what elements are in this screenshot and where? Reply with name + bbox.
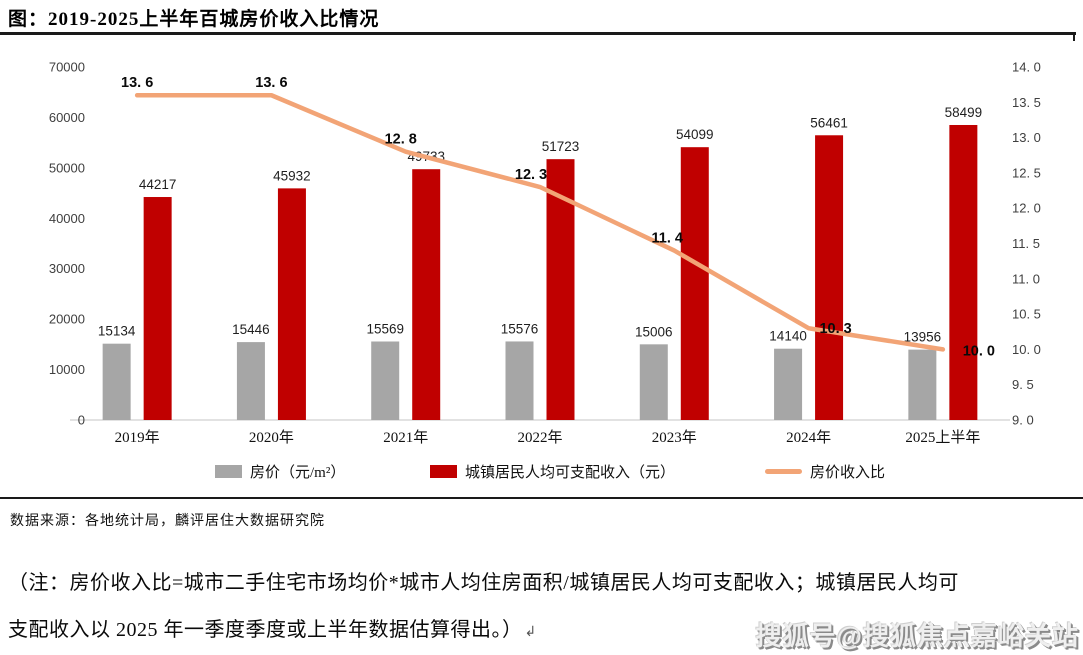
bar-value-label: 15134: [98, 324, 136, 339]
right-axis-tick: 12. 5: [1012, 165, 1041, 180]
bar-value-label: 58499: [945, 105, 983, 120]
bar-income: [680, 147, 709, 421]
x-axis-category-label: 2023年: [652, 429, 697, 446]
ratio-line: [134, 92, 946, 352]
legend-label-income: 城镇居民人均可支配收入（元）: [465, 464, 676, 481]
bar-house-price: [774, 348, 803, 420]
footnote: （注：房价收入比=城市二手住宅市场均价*城市人均住房面积/城镇居民人均可支配收入…: [8, 560, 1083, 655]
x-axis-category-label: 2019年: [115, 429, 160, 446]
bar-value-label: 13956: [904, 330, 942, 345]
legend-swatch-income: [430, 464, 457, 478]
bar-value-label: 15569: [366, 321, 404, 336]
bar-value-label: 54099: [676, 127, 714, 142]
bar-income: [277, 188, 306, 420]
title-divider: [0, 32, 1076, 35]
right-axis-tick: 12. 0: [1012, 201, 1041, 216]
x-axis-category-label: 2024年: [786, 429, 831, 446]
bar-value-label: 15446: [232, 322, 270, 337]
bar-income: [815, 135, 844, 420]
left-axis-tick: 60000: [49, 110, 85, 125]
line-point-label: 13. 6: [255, 75, 287, 91]
bar-value-label: 51723: [542, 139, 580, 154]
left-axis-tick: 70000: [49, 60, 85, 75]
footnote-line2: 支配收入以 2025 年一季度季度或上半年数据估算得出。）: [8, 619, 523, 641]
bar-value-label: 15006: [635, 324, 673, 339]
chart-area: 70000 60000 50000 40000 30000 20000 10000 0 14. …: [49, 60, 1041, 447]
right-axis-tick: 9. 0: [1012, 413, 1034, 428]
bar-house-price: [908, 349, 937, 420]
bar-house-price: [236, 342, 265, 420]
bar-income: [412, 169, 441, 420]
bar-value-label: 56461: [810, 115, 848, 130]
x-axis-category-label: 2020年: [249, 429, 294, 446]
chart-title: 图：2019-2025上半年百城房价收入比情况: [8, 9, 380, 30]
title-divider-corner-tick: [1073, 33, 1075, 41]
right-axis-tick: 10. 0: [1012, 342, 1041, 357]
footnote-line1: （注：房价收入比=城市二手住宅市场均价*城市人均住房面积/城镇居民人均可支配收入…: [8, 572, 959, 594]
line-point-label: 11. 4: [652, 231, 683, 247]
x-axis-category-label: 2021年: [383, 429, 428, 446]
left-axis-tick: 10000: [49, 362, 85, 377]
right-axis-tick: 13. 5: [1012, 95, 1041, 110]
x-axis-category-label: 2022年: [517, 429, 562, 446]
left-axis-tick: 30000: [49, 261, 85, 276]
right-axis-tick: 9. 5: [1012, 377, 1034, 392]
right-axis-tick: 14. 0: [1012, 60, 1041, 75]
line-point-label: 12. 3: [515, 167, 547, 183]
legend-swatch-ratio-line: [765, 468, 802, 474]
bar-house-price: [102, 343, 131, 420]
source-divider: [0, 497, 1083, 499]
legend-item-income: 城镇居民人均可支配收入（元）: [430, 458, 675, 484]
right-axis-tick: 11. 0: [1012, 271, 1040, 286]
line-point-label: 13. 6: [121, 75, 153, 91]
bar-value-label: 44217: [139, 177, 177, 192]
chart-legend: 房价（元/m²） 城镇居民人均可支配收入（元） 房价收入比: [0, 458, 1083, 484]
legend-label-house-price: 房价（元/m²）: [250, 464, 346, 481]
right-axis-tick: 10. 5: [1012, 307, 1041, 322]
bar-income: [949, 124, 978, 421]
bar-income: [143, 197, 172, 420]
bar-value-label: 15576: [501, 321, 539, 336]
line-point-label: 10. 3: [819, 321, 851, 337]
x-axis-category-label: 2025上半年: [905, 429, 980, 446]
legend-swatch-house-price: [215, 464, 242, 478]
bar-value-label: 45932: [273, 168, 311, 183]
left-axis-tick: 50000: [49, 160, 85, 175]
bar-house-price: [505, 341, 534, 420]
left-axis-tick: 20000: [49, 312, 85, 327]
line-point-label: 10. 0: [963, 343, 995, 359]
legend-item-house-price: 房价（元/m²）: [215, 458, 345, 484]
left-axis-tick: 0: [78, 413, 85, 428]
legend-item-ratio: 房价收入比: [765, 458, 885, 484]
watermark-text: 搜狐号@搜狐焦点嘉峪关站: [755, 621, 1079, 651]
left-axis-tick: 40000: [49, 211, 85, 226]
paragraph-return-mark: ↲: [524, 625, 537, 640]
line-point-label: 12. 8: [385, 132, 417, 148]
bar-house-price: [371, 341, 400, 420]
data-source-text: 数据来源：各地统计局，麟评居住大数据研究院: [10, 514, 325, 529]
bar-house-price: [639, 344, 668, 420]
chart-canvas: 70000 60000 50000 40000 30000 20000 10000 0 14. …: [49, 60, 1041, 447]
right-axis-tick: 11. 5: [1012, 236, 1040, 251]
right-axis-tick: 13. 0: [1012, 130, 1041, 145]
bar-value-label: 14140: [769, 329, 807, 344]
legend-label-ratio: 房价收入比: [810, 464, 886, 481]
